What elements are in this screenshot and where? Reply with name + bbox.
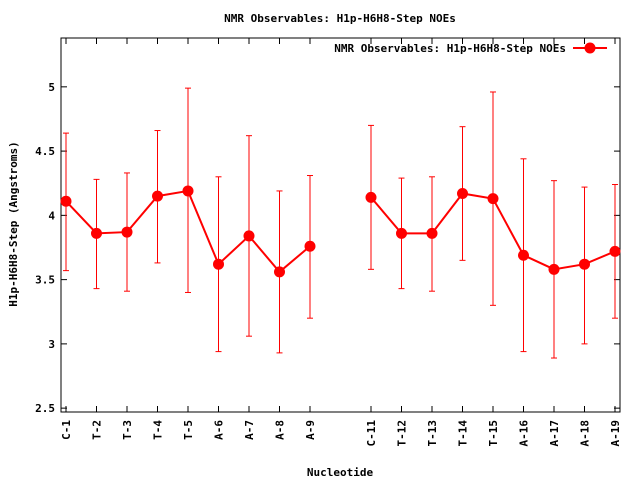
data-point [518, 249, 529, 261]
x-tick-label: T-15 [487, 420, 500, 447]
x-tick-label: T-14 [457, 420, 470, 447]
x-tick-label: A-8 [274, 420, 287, 440]
data-point [91, 227, 102, 239]
data-point [60, 195, 72, 207]
data-point [548, 263, 560, 275]
data-point [304, 240, 316, 252]
y-tick-label: 3 [48, 338, 55, 351]
y-tick-label: 3.5 [35, 274, 55, 287]
y-tick-label: 2.5 [35, 402, 55, 415]
plot-frame [60, 37, 621, 413]
x-axis-label: Nucleotide [307, 466, 374, 479]
x-tick-label: A-9 [304, 420, 317, 440]
y-axis-label: H1p-H6H8-Step (Angstroms) [7, 141, 20, 307]
error-bars [63, 87, 618, 359]
data-point [213, 258, 224, 270]
legend-label: NMR Observables: H1p-H6H8-Step NOEs [334, 42, 566, 55]
data-point [182, 185, 194, 197]
x-tick-label: C-11 [365, 420, 378, 447]
data-point [274, 266, 285, 278]
data-point [609, 245, 621, 257]
x-tick-label: T-3 [121, 420, 134, 440]
x-tick-label: A-6 [213, 420, 226, 440]
y-tick-label: 5 [48, 81, 55, 94]
x-tick-label: A-18 [579, 420, 592, 447]
data-points [60, 185, 621, 278]
x-tick-label: A-16 [518, 420, 531, 447]
x-tick-label: T-2 [91, 420, 104, 440]
x-tick-label: A-7 [243, 420, 256, 440]
data-point [121, 226, 133, 238]
data-point [396, 227, 407, 239]
data-point [426, 227, 438, 239]
x-axis: C-1 T-2 T-3 T-4 T-5 A-6 A-7 A-8 A-9 C-11 T-12 T-13 T… [60, 38, 622, 447]
data-point [457, 188, 468, 200]
x-tick-label: T-13 [426, 420, 439, 447]
y-tick-label: 4.5 [35, 145, 55, 158]
series-line [65, 189, 616, 274]
x-tick-label: A-19 [609, 420, 622, 447]
data-point [365, 191, 377, 203]
legend-marker [584, 42, 596, 54]
x-tick-label: C-1 [60, 420, 73, 440]
x-tick-label: A-17 [548, 420, 561, 447]
y-axis: 2.5 3 3.5 4 4.5 5 [35, 81, 620, 415]
data-point [487, 193, 499, 205]
chart-title: NMR Observables: H1p-H6H8-Step NOEs [224, 12, 456, 25]
x-tick-label: T-4 [152, 420, 165, 440]
y-tick-label: 4 [48, 209, 55, 222]
legend: NMR Observables: H1p-H6H8-Step NOEs [334, 42, 607, 55]
x-tick-label: T-5 [182, 420, 195, 440]
data-point [152, 190, 163, 202]
data-point [579, 258, 590, 270]
x-tick-label: T-12 [396, 420, 409, 447]
data-point [243, 230, 255, 242]
